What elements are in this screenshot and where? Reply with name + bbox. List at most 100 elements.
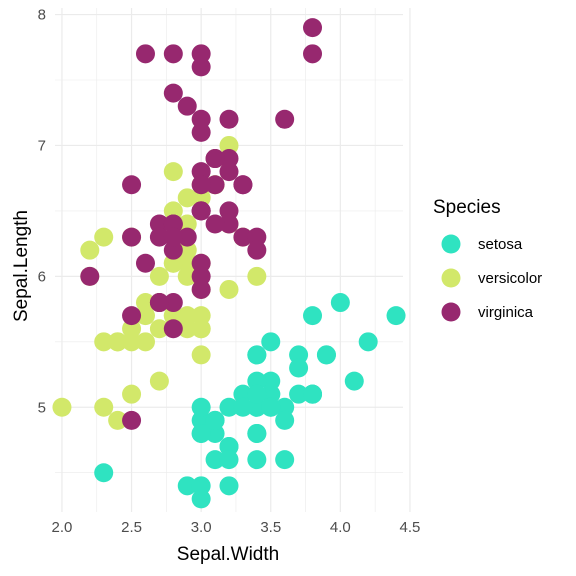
point-versicolor (219, 279, 239, 299)
point-virginica (149, 227, 169, 247)
point-setosa (247, 423, 267, 443)
point-versicolor (177, 188, 197, 208)
point-versicolor (177, 253, 197, 273)
point-setosa (261, 371, 281, 391)
point-setosa (219, 450, 239, 470)
x-tick-label: 2.0 (52, 519, 73, 536)
point-setosa (219, 397, 239, 417)
point-virginica (191, 175, 211, 195)
point-setosa (247, 397, 267, 417)
point-versicolor (108, 332, 128, 352)
point-virginica (205, 214, 225, 234)
point-setosa (275, 450, 295, 470)
point-setosa (219, 437, 239, 457)
point-setosa (289, 384, 309, 404)
point-versicolor (219, 135, 239, 155)
legend-title: Species (433, 197, 501, 218)
legend-key-setosa (441, 234, 461, 254)
point-virginica (191, 44, 211, 64)
point-virginica (191, 266, 211, 286)
legend-items: setosa versicolor virginica (441, 234, 542, 322)
point-versicolor (122, 332, 142, 352)
y-tick-label: 5 (38, 399, 46, 416)
point-versicolor (122, 384, 142, 404)
legend-label-setosa: setosa (478, 236, 523, 253)
point-virginica (149, 214, 169, 234)
point-setosa (205, 410, 225, 430)
point-setosa (289, 358, 309, 378)
point-versicolor (177, 240, 197, 260)
x-axis-tick-labels: 2.0 2.5 3.0 3.5 4.0 4.5 (52, 519, 421, 536)
point-virginica (135, 44, 155, 64)
point-virginica (149, 293, 169, 313)
point-virginica (163, 240, 183, 260)
y-axis-tick-labels: 5 6 7 8 (38, 7, 46, 417)
point-versicolor (80, 240, 100, 260)
point-versicolor (191, 188, 211, 208)
point-setosa (275, 397, 295, 417)
point-virginica (303, 44, 323, 64)
point-versicolor (191, 319, 211, 339)
point-setosa (386, 306, 406, 326)
data-points (52, 18, 406, 509)
point-versicolor (191, 345, 211, 365)
point-setosa (303, 306, 323, 326)
point-setosa (191, 410, 211, 430)
point-virginica (275, 109, 295, 129)
point-virginica (163, 319, 183, 339)
point-setosa (233, 384, 253, 404)
point-virginica (219, 201, 239, 221)
point-versicolor (163, 253, 183, 273)
point-setosa (303, 384, 323, 404)
point-versicolor (163, 201, 183, 221)
point-versicolor (94, 332, 114, 352)
point-setosa (191, 397, 211, 417)
point-versicolor (163, 162, 183, 182)
y-tick-label: 8 (38, 7, 46, 24)
point-setosa (358, 332, 378, 352)
point-setosa (261, 332, 281, 352)
x-tick-label: 4.5 (400, 519, 421, 536)
point-setosa (275, 410, 295, 430)
point-versicolor (177, 266, 197, 286)
point-versicolor (122, 319, 142, 339)
point-virginica (191, 109, 211, 129)
point-virginica (177, 227, 197, 247)
point-setosa (330, 293, 350, 313)
point-setosa (344, 371, 364, 391)
point-setosa (219, 476, 239, 496)
point-virginica (233, 227, 253, 247)
point-virginica (205, 175, 225, 195)
point-setosa (191, 489, 211, 509)
point-virginica (80, 266, 100, 286)
point-versicolor (177, 319, 197, 339)
point-virginica (247, 240, 267, 260)
point-versicolor (149, 371, 169, 391)
x-axis-title: Sepal.Width (177, 544, 279, 565)
legend-label-versicolor: versicolor (478, 270, 542, 287)
point-versicolor (52, 397, 72, 417)
point-versicolor (94, 227, 114, 247)
y-tick-label: 6 (38, 268, 46, 285)
point-setosa (261, 384, 281, 404)
point-versicolor (135, 306, 155, 326)
point-versicolor (191, 306, 211, 326)
y-axis-title: Sepal.Length (11, 210, 32, 322)
point-virginica (163, 293, 183, 313)
point-virginica (122, 410, 142, 430)
point-virginica (163, 44, 183, 64)
point-versicolor (149, 266, 169, 286)
point-virginica (191, 201, 211, 221)
x-tick-label: 4.0 (330, 519, 351, 536)
point-setosa (191, 423, 211, 443)
point-versicolor (177, 306, 197, 326)
x-tick-label: 3.5 (260, 519, 281, 536)
point-virginica (191, 122, 211, 142)
point-versicolor (135, 293, 155, 313)
point-setosa (247, 371, 267, 391)
point-virginica (303, 18, 323, 38)
point-virginica (247, 227, 267, 247)
point-setosa (289, 345, 309, 365)
point-setosa (191, 476, 211, 496)
